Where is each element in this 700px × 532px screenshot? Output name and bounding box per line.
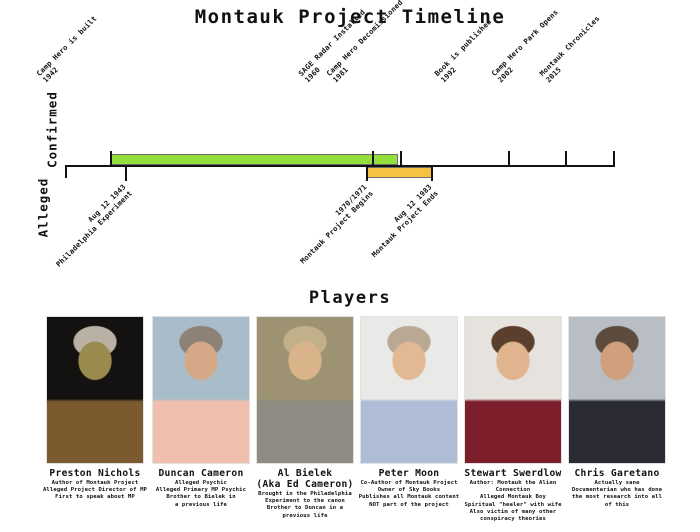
timeline-tick-alleged [431, 167, 433, 181]
timeline-label-alleged: 1970/1971 Montauk Project Begins [264, 182, 375, 294]
axis-label-alleged: Alleged [35, 177, 51, 238]
player-card[interactable]: Stewart Swerdlow Author: Montauk the Alie… [464, 316, 562, 523]
timeline-tick-confirmed [508, 151, 510, 165]
player-description-line: Brother to Duncan in a [266, 505, 344, 512]
portrait-duncan-cameron [152, 316, 250, 464]
player-description-line: Co-Author of Montauk Project [360, 480, 458, 486]
player-description-line: Alleged Primary MP Psychic [155, 487, 247, 494]
player-description-line: of this [604, 501, 630, 508]
player-card[interactable]: Duncan Cameron Alleged Psychic Alleged Pri… [152, 316, 250, 509]
event-date: 1942 [40, 64, 60, 84]
portrait-chris-garetano [568, 316, 666, 464]
player-name: Peter Moon [378, 468, 440, 479]
players-gallery: Preston Nichols Author of Montauk Project… [0, 316, 700, 532]
player-card[interactable]: Al Bielek (Aka Ed Cameron) Brought in the … [256, 316, 354, 520]
timeline-tick-confirmed [372, 151, 374, 165]
player-description-line: Author: Montauk the Alien [469, 480, 557, 486]
player-description-line: Spiritual "healer" with wife [464, 501, 562, 508]
portrait-peter-moon [360, 316, 458, 464]
player-description-line: Owner of Sky Books [377, 487, 441, 494]
player-name: Duncan Cameron [158, 468, 244, 479]
player-description: Alleged Psychic Alleged Primary MP Psychi… [136, 480, 266, 509]
timeline-chart: Confirmed Alleged Camp Hero is built 1942… [0, 0, 700, 280]
player-description-line: the most research into all [571, 494, 663, 501]
event-name: Montauk Project Begins [297, 188, 375, 266]
camp-hero-active-band [110, 154, 398, 165]
player-description-line: conspiracy theories [480, 516, 546, 523]
player-description-line: Brought in the Philadelphia [258, 491, 352, 497]
player-name: Al Bielek [277, 468, 333, 479]
player-description-line: Brother to Bielek in [166, 494, 236, 501]
portrait-preston-nichols [46, 316, 144, 464]
player-description-line: Alleged Psychic [174, 480, 228, 486]
timeline-tick-alleged [366, 167, 368, 181]
player-description-line: Alleged Montauk Boy [480, 494, 546, 501]
player-description-line: a previous life [174, 501, 228, 508]
player-name: Chris Garetano [574, 468, 660, 479]
player-description-line: Experiment to the canon [265, 498, 345, 505]
player-description-line: Author of Montauk Project [51, 480, 139, 486]
player-description: Author: Montauk the Alien Connection Alleg… [448, 480, 578, 523]
player-description: Actually sane Documentarian who has done t… [552, 480, 682, 509]
page-title: Montauk Project Timeline [194, 6, 506, 28]
player-description-line: Also victim of many other [469, 508, 557, 515]
player-name: Stewart Swerdlow [464, 468, 562, 479]
player-card[interactable]: Preston Nichols Author of Montauk Project… [43, 316, 147, 502]
player-description-line: Alleged Project Director of MP [42, 487, 148, 494]
portrait-stewart-swerdlow [464, 316, 562, 464]
player-description-line: First to speak about MP [55, 494, 135, 501]
timeline-tick-confirmed [613, 151, 615, 165]
player-description-line: previous life [282, 512, 328, 519]
player-description-line: Documentarian who has done [571, 487, 663, 494]
player-description-line: NOT part of the project [369, 501, 449, 508]
montauk-project-band [366, 167, 432, 178]
player-description-line: Actually sane [594, 480, 640, 486]
timeline-tick-confirmed [400, 151, 402, 165]
player-alias: (Aka Ed Cameron) [256, 479, 354, 490]
timeline-axis [65, 165, 615, 167]
player-card[interactable]: Chris Garetano Actually sane Documentarian… [568, 316, 666, 509]
player-name: Preston Nichols [49, 468, 141, 479]
player-description-line: Connection [495, 487, 531, 494]
timeline-tick-confirmed [565, 151, 567, 165]
player-description-line: Publishes all Montauk content [358, 494, 460, 501]
player-description: Co-Author of Montauk Project Owner of Sky… [344, 480, 474, 509]
portrait-al-bielek [256, 316, 354, 464]
axis-start-cap [65, 165, 67, 178]
players-heading: Players [308, 288, 392, 308]
timeline-tick-confirmed [110, 151, 112, 165]
timeline-tick-alleged [125, 167, 127, 181]
player-description: Author of Montauk Project Alleged Project… [30, 480, 160, 502]
player-description: Brought in the Philadelphia Experiment to… [240, 491, 370, 520]
player-card[interactable]: Peter Moon Co-Author of Montauk Project Ow… [359, 316, 459, 509]
